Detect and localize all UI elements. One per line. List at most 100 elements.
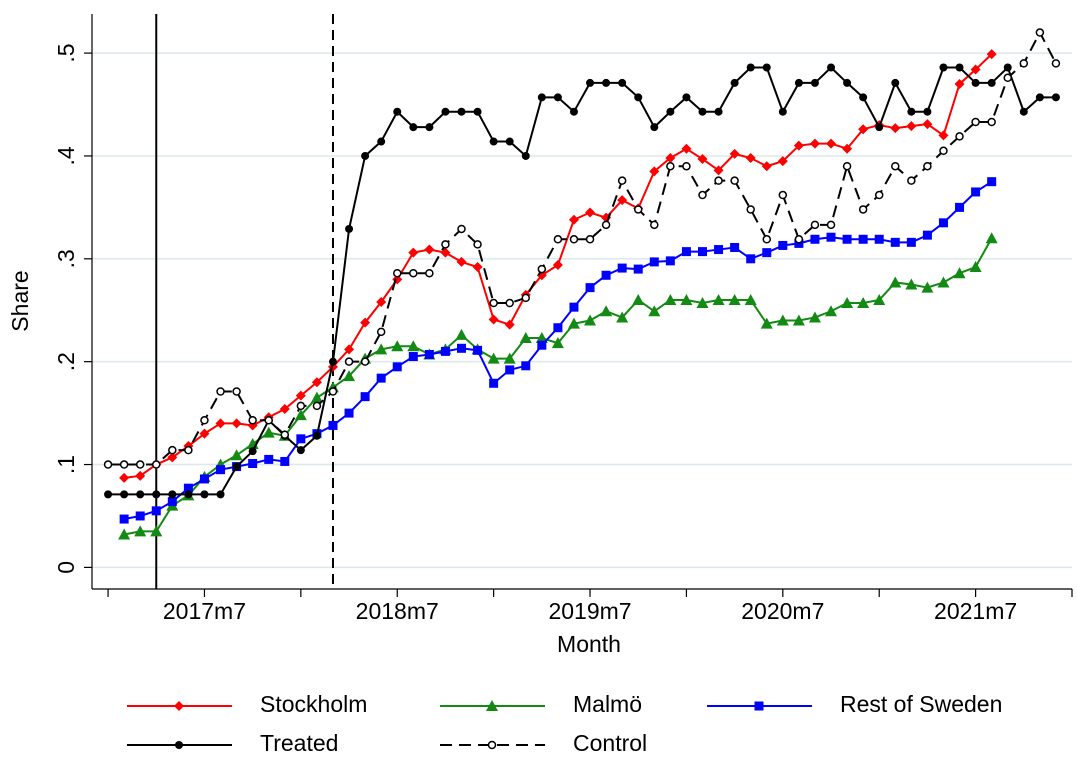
diamond-marker (970, 64, 981, 75)
triangle-marker (985, 232, 998, 244)
circle-marker (296, 446, 305, 455)
diamond-marker (858, 124, 869, 135)
circle-marker (184, 490, 193, 499)
open-circle-marker (858, 205, 868, 214)
legend-label: Stockholm (260, 691, 367, 717)
circle-marker (120, 490, 129, 499)
square-marker (328, 420, 338, 430)
square-marker (248, 459, 258, 469)
triangle-marker (921, 281, 934, 293)
square-marker (505, 365, 515, 375)
square-marker (199, 474, 209, 484)
diamond-marker (697, 154, 708, 165)
open-circle-marker (152, 460, 161, 469)
circle-marker (537, 93, 546, 102)
triangle-marker (841, 297, 854, 309)
x-tick-label: 2020m7 (741, 598, 824, 624)
open-circle-marker (971, 117, 980, 127)
triangle-marker (230, 449, 243, 461)
open-circle-marker (248, 416, 257, 425)
circle-marker (200, 490, 209, 499)
circle-marker (907, 107, 916, 116)
diamond-marker (199, 428, 210, 439)
circle-marker (971, 78, 980, 87)
square-marker (906, 237, 916, 247)
triangle-marker (455, 328, 468, 340)
triangle-marker (584, 314, 597, 326)
triangle-marker (712, 293, 725, 305)
triangle-marker (632, 293, 645, 305)
open-circle-marker (955, 132, 964, 141)
circle-marker (361, 151, 370, 160)
open-circle-marker (344, 357, 354, 366)
open-circle-marker (1019, 59, 1029, 68)
diamond-marker (826, 138, 837, 149)
square-marker (521, 361, 531, 371)
open-circle-marker (360, 357, 370, 366)
open-circle-marker (296, 401, 306, 411)
open-circle-marker (376, 327, 386, 337)
y-tick-label: 0 (53, 561, 79, 574)
diamond-marker (167, 452, 178, 463)
circle-marker (1019, 107, 1028, 116)
open-circle-marker (505, 298, 514, 308)
square-marker (987, 177, 997, 187)
x-tick-label: 2018m7 (356, 598, 439, 624)
square-marker (971, 187, 981, 197)
triangle-marker (407, 340, 420, 352)
square-marker (874, 234, 884, 244)
circle-marker (843, 78, 852, 87)
x-tick-label: 2021m7 (934, 598, 1017, 624)
square-marker (922, 230, 932, 240)
square-marker (617, 263, 627, 273)
triangle-marker (262, 426, 275, 438)
circle-marker (553, 93, 562, 102)
square-marker (762, 248, 772, 258)
square-marker (746, 254, 756, 264)
triangle-marker (648, 305, 661, 317)
triangle-marker (760, 317, 773, 329)
diamond-marker (311, 377, 322, 388)
circle-marker (730, 78, 739, 87)
diamond-marker (424, 244, 435, 255)
legend-marker (174, 701, 184, 711)
diamond-marker (488, 314, 499, 325)
open-circle-marker (312, 401, 322, 411)
diamond-marker (376, 297, 387, 308)
diamond-marker (906, 121, 917, 132)
square-marker (537, 340, 547, 350)
diamond-marker (729, 148, 740, 159)
circle-marker (955, 63, 964, 72)
circle-marker (232, 462, 241, 471)
open-circle-marker (601, 220, 611, 230)
open-circle-marker (216, 387, 225, 396)
circle-marker (168, 490, 177, 499)
circle-marker (891, 78, 900, 87)
legend-label: Control (573, 730, 647, 756)
triangle-marker (519, 332, 532, 344)
circle-marker (666, 107, 675, 116)
triangle-marker (310, 391, 323, 403)
open-circle-marker (184, 445, 193, 455)
open-circle-marker (457, 224, 466, 234)
square-marker (826, 232, 836, 242)
square-marker (280, 456, 290, 466)
square-marker (697, 247, 707, 257)
open-circle-marker (489, 298, 498, 308)
triangle-marker (953, 267, 966, 279)
open-circle-marker (264, 416, 273, 425)
square-marker (408, 352, 418, 362)
circle-marker (489, 137, 498, 146)
triangle-marker (889, 276, 902, 288)
open-circle-marker (441, 240, 450, 249)
diamond-marker (504, 319, 515, 330)
open-circle-marker (923, 161, 932, 171)
x-axis-label: Month (557, 631, 621, 657)
diamond-marker (842, 143, 853, 154)
circle-marker (859, 93, 868, 102)
diamond-marker (649, 166, 660, 177)
x-tick-label: 2017m7 (163, 598, 246, 624)
open-circle-marker (232, 387, 241, 396)
circle-marker (650, 123, 659, 132)
circle-marker (505, 137, 514, 146)
